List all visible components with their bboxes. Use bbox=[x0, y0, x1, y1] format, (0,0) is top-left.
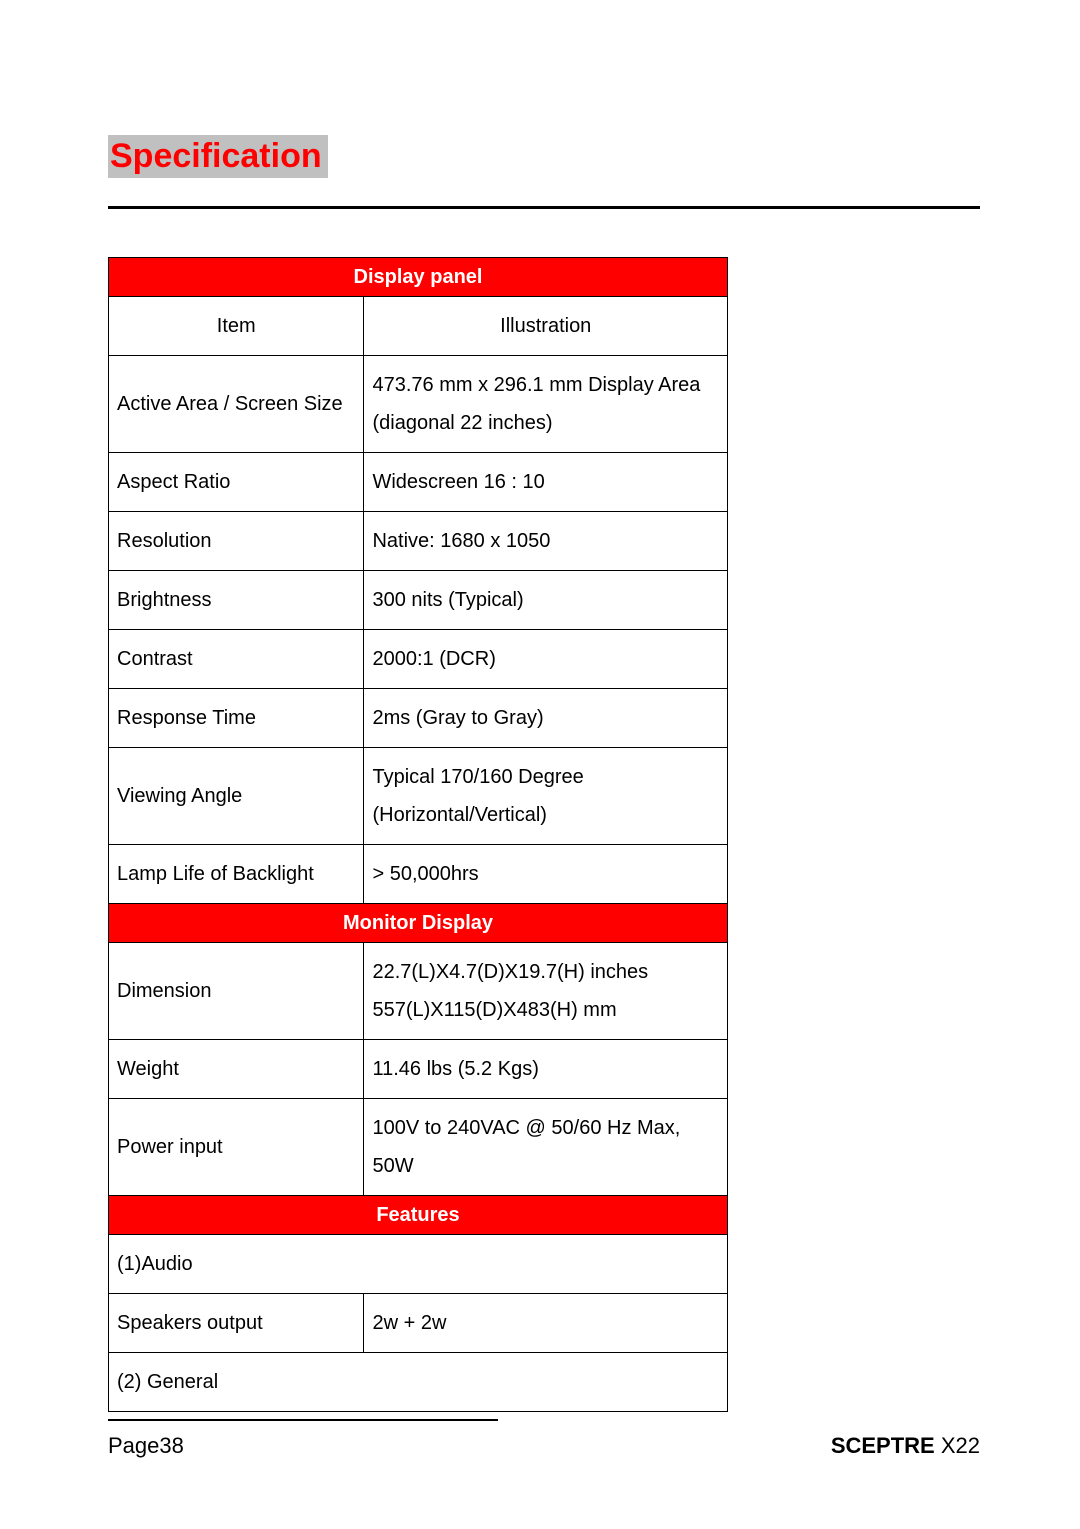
spec-value: 2ms (Gray to Gray) bbox=[364, 689, 728, 748]
page-number: Page38 bbox=[108, 1433, 184, 1459]
page-title: Specification bbox=[108, 135, 328, 178]
section-header-label: Display panel bbox=[109, 258, 728, 297]
spec-value: > 50,000hrs bbox=[364, 845, 728, 904]
spec-label: Contrast bbox=[109, 630, 364, 689]
spec-value: 22.7(L)X4.7(D)X19.7(H) inches 557(L)X115… bbox=[364, 943, 728, 1040]
section-header-label: Monitor Display bbox=[109, 904, 728, 943]
spec-value: 2000:1 (DCR) bbox=[364, 630, 728, 689]
spec-label: Response Time bbox=[109, 689, 364, 748]
table-head-row: Item Illustration bbox=[109, 297, 728, 356]
spec-value: Widescreen 16 : 10 bbox=[364, 453, 728, 512]
footer-row: Page38 SCEPTRE X22 bbox=[108, 1433, 980, 1459]
table-head-item: Item bbox=[109, 297, 364, 356]
spec-value: Typical 170/160 Degree (Horizontal/Verti… bbox=[364, 748, 728, 845]
title-rule bbox=[108, 206, 980, 209]
table-row: Weight 11.46 lbs (5.2 Kgs) bbox=[109, 1040, 728, 1099]
page-container: Specification Display panel Item Illustr… bbox=[0, 0, 1080, 1529]
table-row: Contrast 2000:1 (DCR) bbox=[109, 630, 728, 689]
table-row: Active Area / Screen Size 473.76 mm x 29… bbox=[109, 356, 728, 453]
spec-full-row: (2) General bbox=[109, 1353, 728, 1412]
spec-label: Power input bbox=[109, 1099, 364, 1196]
spec-value: 2w + 2w bbox=[364, 1294, 728, 1353]
specification-table: Display panel Item Illustration Active A… bbox=[108, 257, 728, 1412]
spec-label: Resolution bbox=[109, 512, 364, 571]
spec-label: Dimension bbox=[109, 943, 364, 1040]
table-row: Dimension 22.7(L)X4.7(D)X19.7(H) inches … bbox=[109, 943, 728, 1040]
spec-label: Speakers output bbox=[109, 1294, 364, 1353]
spec-value: 300 nits (Typical) bbox=[364, 571, 728, 630]
table-row: Power input 100V to 240VAC @ 50/60 Hz Ma… bbox=[109, 1099, 728, 1196]
brand-model: X22 bbox=[935, 1433, 980, 1458]
spec-label: Weight bbox=[109, 1040, 364, 1099]
brand-bold: SCEPTRE bbox=[831, 1433, 935, 1458]
table-row: Resolution Native: 1680 x 1050 bbox=[109, 512, 728, 571]
section-header-features: Features bbox=[109, 1196, 728, 1235]
footer-rule bbox=[108, 1419, 498, 1421]
spec-label: Aspect Ratio bbox=[109, 453, 364, 512]
brand-label: SCEPTRE X22 bbox=[831, 1433, 980, 1459]
section-header-monitor-display: Monitor Display bbox=[109, 904, 728, 943]
spec-full-row: (1)Audio bbox=[109, 1235, 728, 1294]
table-row: (1)Audio bbox=[109, 1235, 728, 1294]
spec-value: Native: 1680 x 1050 bbox=[364, 512, 728, 571]
table-row: Response Time 2ms (Gray to Gray) bbox=[109, 689, 728, 748]
spec-label: Lamp Life of Backlight bbox=[109, 845, 364, 904]
table-row: Brightness 300 nits (Typical) bbox=[109, 571, 728, 630]
section-header-label: Features bbox=[109, 1196, 728, 1235]
spec-label: Brightness bbox=[109, 571, 364, 630]
spec-value: 11.46 lbs (5.2 Kgs) bbox=[364, 1040, 728, 1099]
table-row: Viewing Angle Typical 170/160 Degree (Ho… bbox=[109, 748, 728, 845]
table-row: Lamp Life of Backlight > 50,000hrs bbox=[109, 845, 728, 904]
spec-value: 100V to 240VAC @ 50/60 Hz Max, 50W bbox=[364, 1099, 728, 1196]
table-row: Aspect Ratio Widescreen 16 : 10 bbox=[109, 453, 728, 512]
spec-label: Viewing Angle bbox=[109, 748, 364, 845]
page-footer: Page38 SCEPTRE X22 bbox=[108, 1419, 980, 1459]
table-row: Speakers output 2w + 2w bbox=[109, 1294, 728, 1353]
table-head-illustration: Illustration bbox=[364, 297, 728, 356]
spec-value: 473.76 mm x 296.1 mm Display Area (diago… bbox=[364, 356, 728, 453]
spec-label: Active Area / Screen Size bbox=[109, 356, 364, 453]
section-header-display-panel: Display panel bbox=[109, 258, 728, 297]
table-row: (2) General bbox=[109, 1353, 728, 1412]
